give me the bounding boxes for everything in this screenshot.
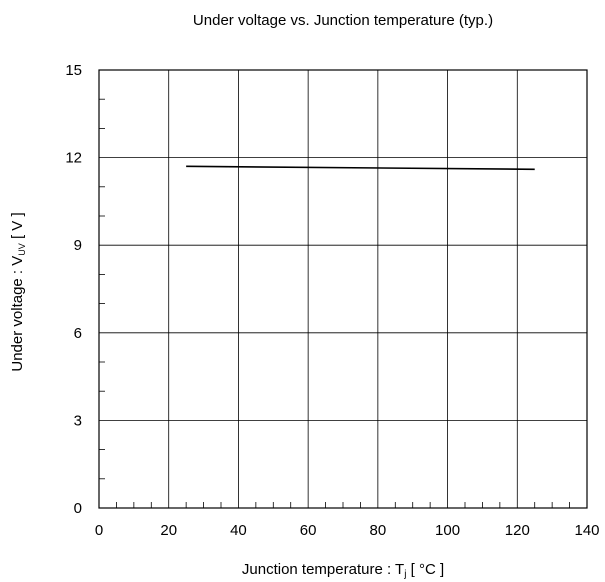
plot-grid — [99, 70, 587, 508]
x-axis-label-unit: [ °C ] — [406, 561, 444, 578]
x-tick-label: 0 — [95, 522, 103, 539]
plot-ticks — [99, 98, 570, 508]
x-tick-label: 140 — [574, 522, 599, 539]
plot-frame — [98, 69, 588, 509]
x-tick-label: 20 — [160, 522, 177, 539]
y-tick-label: 6 — [74, 325, 82, 342]
y-axis-label-subscript: UV — [17, 243, 27, 256]
x-tick-label: 40 — [230, 522, 247, 539]
x-tick-label: 120 — [505, 522, 530, 539]
y-tick-label: 15 — [65, 62, 82, 79]
x-tick-label: 60 — [300, 522, 317, 539]
tick-labels: 0 20 40 60 80 100 120 140 0 3 6 9 12 15 — [65, 62, 599, 539]
y-tick-label: 0 — [74, 500, 82, 517]
x-axis-label: Junction temperature : Tj [ °C ] — [242, 561, 444, 580]
plot-series — [186, 165, 535, 171]
y-axis-label: Under voltage : VUV [ V ] — [9, 212, 27, 371]
x-tick-label: 100 — [435, 522, 460, 539]
y-axis-label-main: Under voltage : V — [9, 256, 26, 372]
x-axis-label-main: Junction temperature : T — [242, 561, 404, 578]
y-axis-label-unit: [ V ] — [9, 212, 26, 243]
x-tick-label: 80 — [370, 522, 387, 539]
x-axis-label-subscript: j — [403, 569, 406, 580]
y-tick-label: 3 — [74, 412, 82, 429]
chart-title: Under voltage vs. Junction temperature (… — [193, 12, 493, 29]
y-tick-label: 9 — [74, 237, 82, 254]
y-tick-label: 12 — [65, 150, 82, 167]
series-line — [186, 165, 535, 171]
